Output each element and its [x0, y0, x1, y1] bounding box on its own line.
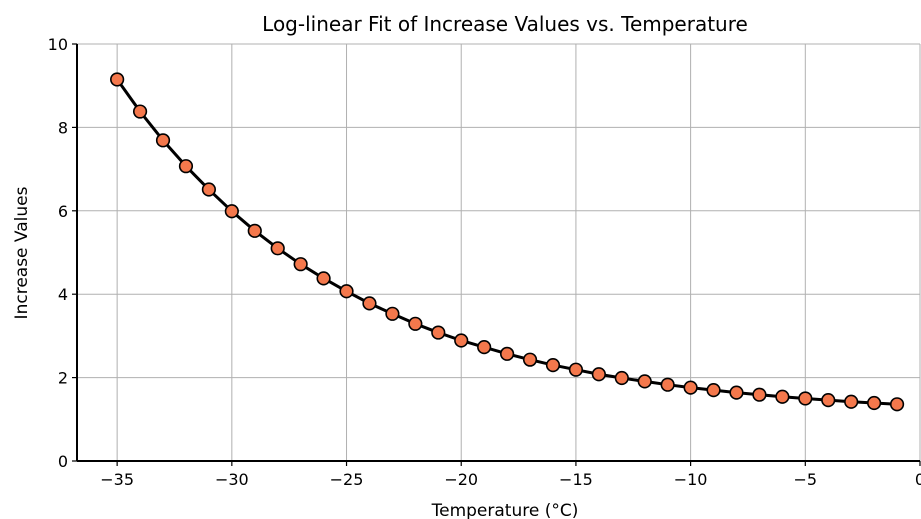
data-point: [545, 357, 561, 373]
data-point: [454, 333, 469, 348]
data-point: [132, 104, 148, 119]
x-tick-label: −20: [444, 470, 478, 489]
x-tick-label: −5: [794, 470, 818, 489]
data-point: [408, 316, 423, 331]
data-point: [385, 306, 400, 321]
data-point: [500, 346, 515, 361]
y-tick-label: 2: [58, 369, 68, 388]
y-tick-label: 0: [58, 452, 68, 471]
x-tick-label: −10: [674, 470, 708, 489]
data-point: [316, 271, 331, 286]
grid: [77, 43, 921, 462]
data-point: [178, 159, 194, 174]
x-tick-label: −30: [215, 470, 249, 489]
data-point: [821, 393, 836, 408]
data-point: [591, 367, 606, 382]
data-point: [775, 389, 790, 404]
data-point: [247, 223, 262, 238]
data-point: [844, 394, 859, 409]
data-point: [637, 374, 652, 389]
axes: [72, 43, 921, 466]
data-point: [224, 204, 239, 219]
x-tick-label: 0: [915, 470, 921, 489]
y-tick-label: 8: [58, 118, 68, 137]
data-point: [522, 352, 538, 367]
data-point: [683, 380, 698, 395]
x-axis-label: Temperature (°C): [431, 501, 579, 519]
y-axis-label: Increase Values: [12, 186, 32, 319]
data-point: [614, 370, 629, 386]
y-tick-label: 6: [58, 202, 68, 221]
data-point: [477, 340, 492, 355]
data-point: [706, 383, 721, 398]
data-point: [798, 391, 813, 406]
data-point: [431, 325, 446, 340]
data-point: [568, 362, 584, 377]
tick-labels: −35 −30 −25 −20 −15 −10 −5 0 0 2 4 6 8 10: [48, 35, 921, 489]
data-point: [729, 385, 744, 400]
data-point: [752, 387, 767, 402]
y-tick-label: 10: [48, 35, 68, 54]
data-point: [867, 395, 882, 411]
x-tick-label: −15: [559, 470, 593, 489]
data-point: [155, 133, 171, 148]
chart-title: Log-linear Fit of Increase Values vs. Te…: [262, 12, 748, 36]
data-point: [293, 257, 308, 272]
y-tick-label: 4: [58, 285, 68, 304]
data-point: [889, 397, 905, 412]
data-points: [110, 72, 905, 412]
data-point: [339, 284, 354, 299]
data-point: [362, 296, 377, 311]
data-point: [270, 241, 285, 256]
data-point: [660, 377, 675, 392]
data-point: [110, 72, 125, 87]
data-point: [201, 182, 216, 197]
x-tick-label: −35: [100, 470, 134, 489]
x-tick-label: −25: [330, 470, 364, 489]
